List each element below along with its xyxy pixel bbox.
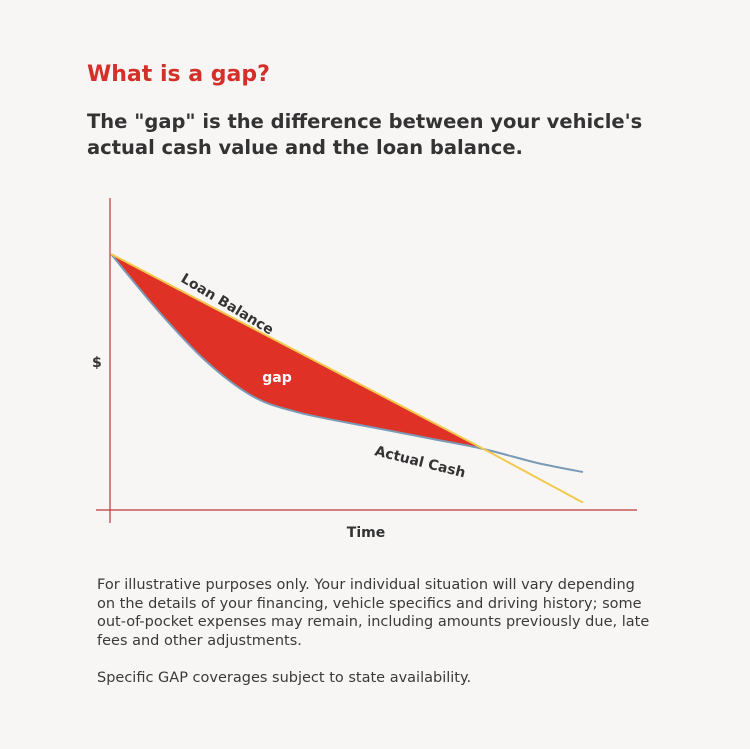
page-title: What is a gap? [87,62,270,87]
disclaimer-text: For illustrative purposes only. Your ind… [97,577,650,649]
series-line-actual-cash [110,253,584,473]
page-subtitle: The "gap" is the difference between your… [87,110,643,159]
series-line-loan-balance [110,253,584,504]
gap-chart: $ Time Loan Balance Actual Cash gap [92,198,637,541]
series-label-actual-cash: Actual Cash [373,443,467,481]
y-axis-label: $ [92,355,102,371]
gap-label: gap [262,370,292,386]
availability-note: Specific GAP coverages subject to state … [97,670,472,686]
x-axis-label: Time [347,525,385,541]
